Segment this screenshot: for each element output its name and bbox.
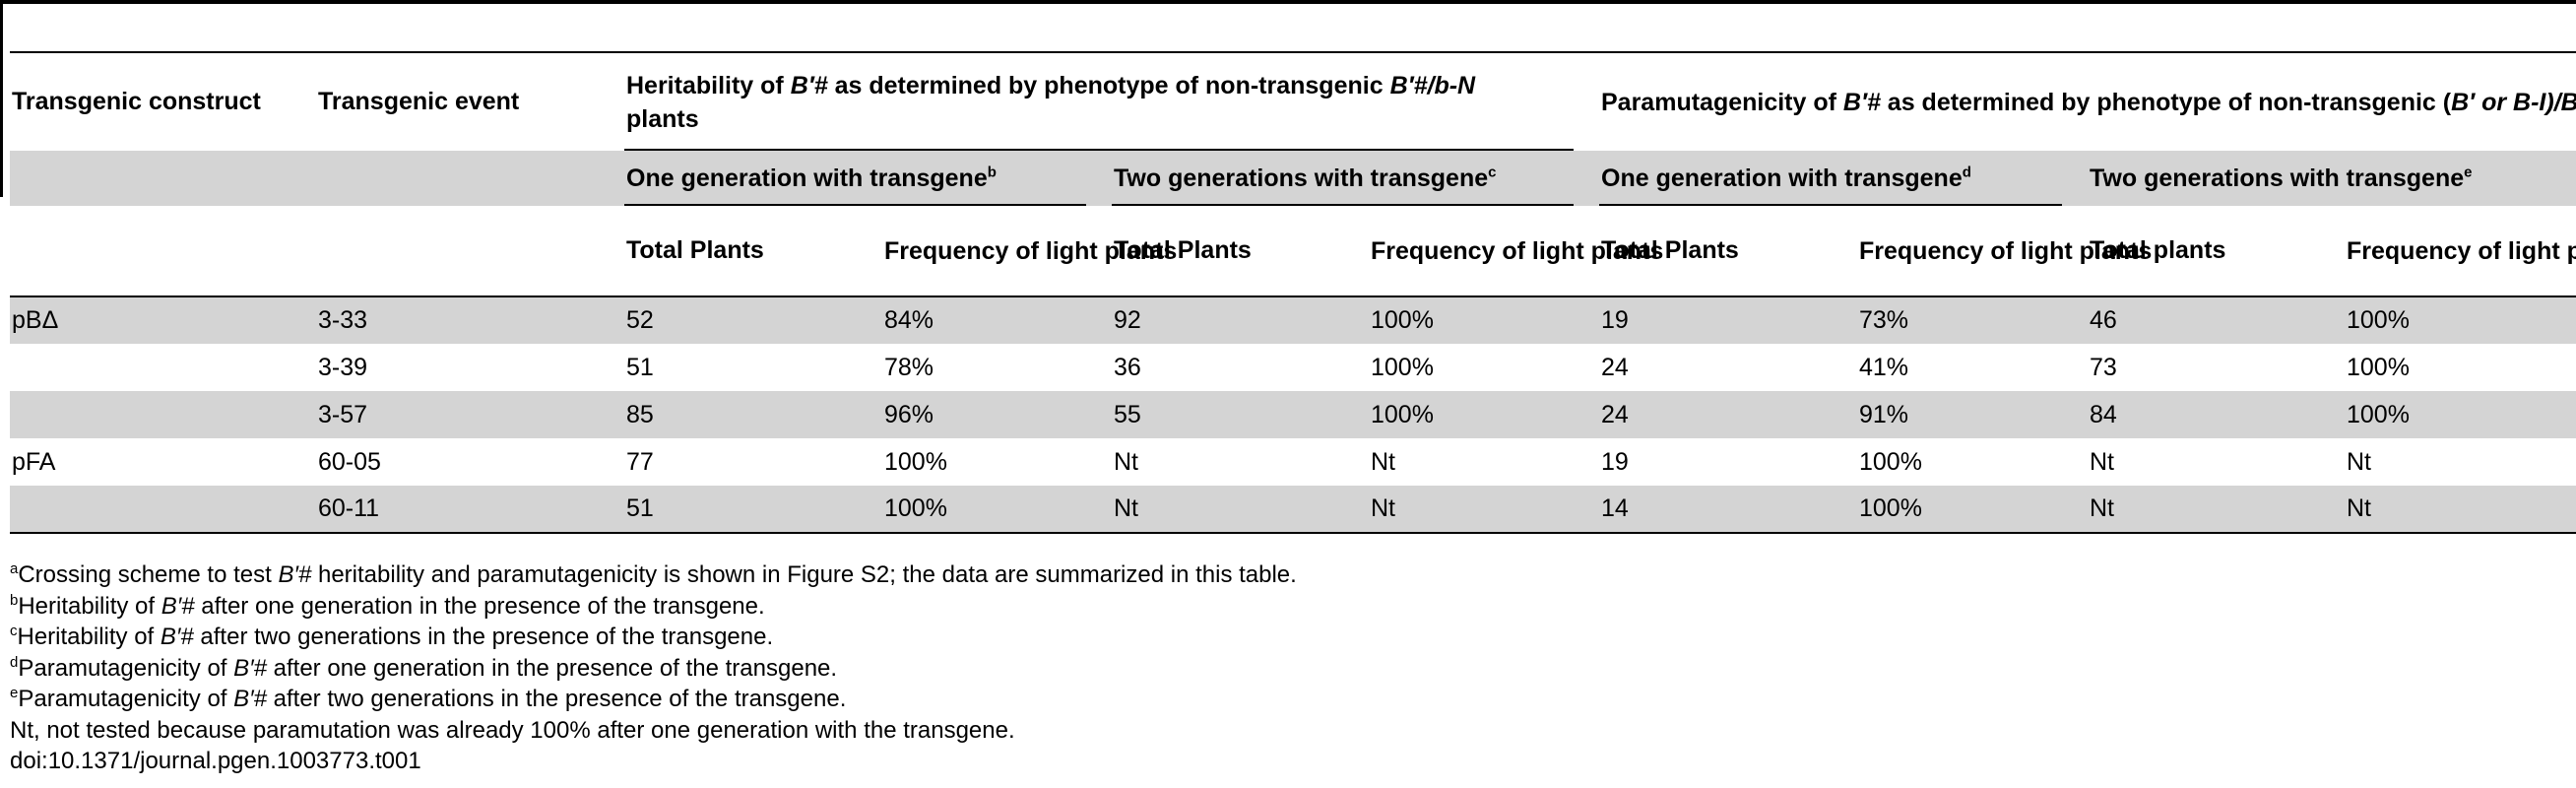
table-cell: 100% <box>1371 306 1434 334</box>
table-footnotes: aCrossing scheme to test B′# heritabilit… <box>10 559 1297 777</box>
table-cell: 78% <box>884 353 934 381</box>
table-cell: 51 <box>626 494 654 522</box>
group-header-1: One generation with transgeneb <box>624 151 1112 206</box>
table-cell: 96% <box>884 400 934 428</box>
table-cell: Nt <box>2090 447 2114 476</box>
cell-event: 60-11 <box>318 494 380 522</box>
sub-header: Frequency of light plants <box>884 236 1178 265</box>
header-blank-3 <box>10 206 316 296</box>
cell-construct <box>10 344 316 391</box>
left-rule <box>0 0 3 197</box>
cell-construct <box>10 486 316 533</box>
header-blank-4 <box>316 206 624 296</box>
table-cell: Nt <box>1371 447 1395 476</box>
table-cell: 100% <box>2347 400 2410 428</box>
table-cell: 55 <box>1114 400 1141 428</box>
table-cell: 91% <box>1859 400 1909 428</box>
cell-event: 3-57 <box>318 400 368 428</box>
table-cell: 100% <box>1371 400 1434 428</box>
table-cell: 100% <box>1371 353 1434 381</box>
table-cell: Nt <box>2347 494 2371 522</box>
group-header-3: One generation with transgened <box>1599 151 2088 206</box>
sub-header: Total Plants <box>1114 236 1252 264</box>
table-cell: Nt <box>1114 447 1138 476</box>
header-heritability: Heritability of B′# as determined by phe… <box>624 51 1599 152</box>
footnote-a: aCrossing scheme to test B′# heritabilit… <box>10 560 1297 588</box>
table-cell: 19 <box>1601 306 1629 334</box>
footnote-d: dParamutagenicity of B′# after one gener… <box>10 653 838 682</box>
header-construct: Transgenic construct <box>10 51 316 151</box>
sub-header: Total plants <box>2090 236 2226 264</box>
table-cell: 41% <box>1859 353 1909 381</box>
table-cell: 73% <box>1859 306 1909 334</box>
footnote-e: eParamutagenicity of B′# after two gener… <box>10 685 847 712</box>
table-cell: 84 <box>2090 400 2117 428</box>
table-cell: 52 <box>626 306 654 334</box>
sub-header: Total Plants <box>1601 236 1739 264</box>
table-cell: Nt <box>1114 494 1138 522</box>
table-cell: 19 <box>1601 447 1629 476</box>
table-cell: 100% <box>2347 306 2410 334</box>
cell-event: 3-33 <box>318 306 368 334</box>
header-blank-1 <box>10 151 316 206</box>
table-cell: 24 <box>1601 400 1629 428</box>
table-cell: 36 <box>1114 353 1141 381</box>
cell-event: 3-39 <box>318 353 368 381</box>
cell-construct: pBΔ <box>12 306 59 334</box>
table-cell: 85 <box>626 400 654 428</box>
doi-link[interactable]: doi:10.1371/journal.pgen.1003773.t001 <box>10 748 421 774</box>
group-header-2: Two generations with transgenec <box>1112 151 1599 206</box>
header-event: Transgenic event <box>316 51 624 151</box>
table-cell: Nt <box>2090 494 2114 522</box>
top-rule <box>0 0 2576 4</box>
table-cell: 100% <box>884 494 947 522</box>
table-cell: 100% <box>1859 447 1922 476</box>
table-cell: 100% <box>1859 494 1922 522</box>
table-row: 60-11 51 100% Nt Nt 14 100% Nt Nt <box>10 486 2576 533</box>
table-cell: Nt <box>1371 494 1395 522</box>
table-cell: 24 <box>1601 353 1629 381</box>
table-cell: 100% <box>2347 353 2410 381</box>
table-row: pBΔ 3-33 52 84% 92 100% 19 73% 46 100% <box>10 296 2576 344</box>
group-header-4: Two generations with transgenee <box>2090 164 2473 192</box>
table-row: pFA 60-05 77 100% Nt Nt 19 100% Nt Nt <box>10 438 2576 486</box>
header-blank-2 <box>316 151 624 206</box>
table-cell: 73 <box>2090 353 2117 381</box>
table-cell: 46 <box>2090 306 2117 334</box>
cell-construct: pFA <box>12 447 56 476</box>
sub-header: Total Plants <box>626 236 764 264</box>
footnote-c: cHeritability of B′# after two generatio… <box>10 623 774 650</box>
header-paramutagenicity: Paramutagenicity of B′# as determined by… <box>1599 51 2576 151</box>
table-cell: 100% <box>884 447 947 476</box>
table-row: 3-57 85 96% 55 100% 24 91% 84 100% <box>10 391 2576 438</box>
nt-note: Nt, not tested because paramutation was … <box>10 716 1015 744</box>
table-cell: 84% <box>884 306 934 334</box>
table-row: 3-39 51 78% 36 100% 24 41% 73 100% <box>10 344 2576 391</box>
cell-construct <box>10 391 316 438</box>
cell-event: 60-05 <box>318 447 381 476</box>
table-cell: 14 <box>1601 494 1629 522</box>
table-cell: Nt <box>2347 447 2371 476</box>
sub-header: Frequency of light plants <box>2347 236 2576 265</box>
table-cell: 77 <box>626 447 654 476</box>
sub-header: Frequency of light plants <box>1859 236 2153 265</box>
table-cell: 51 <box>626 353 654 381</box>
table-cell: 92 <box>1114 306 1141 334</box>
results-table: Transgenic construct Transgenic event He… <box>10 51 2576 534</box>
footnote-b: bHeritability of B′# after one generatio… <box>10 591 765 620</box>
sub-header: Frequency of light plants <box>1371 236 1664 265</box>
